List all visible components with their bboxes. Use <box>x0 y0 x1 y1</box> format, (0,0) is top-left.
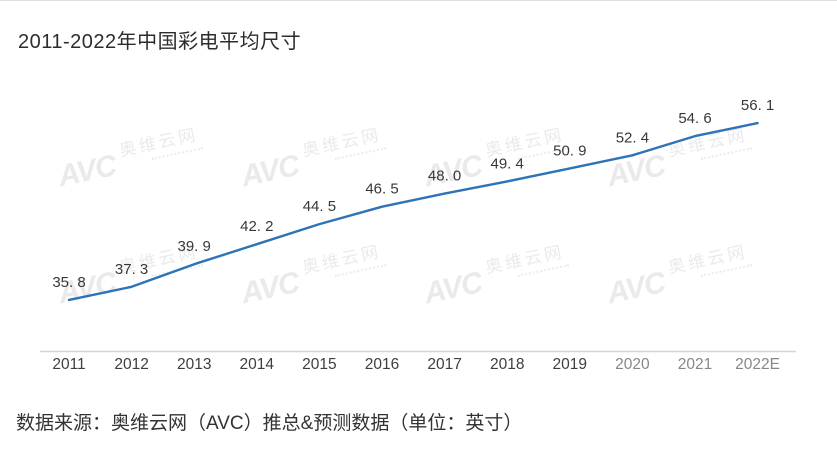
x-tick-label: 2012 <box>114 356 148 373</box>
data-point-label: 44. 5 <box>303 198 336 215</box>
data-point-label: 37. 3 <box>115 261 148 278</box>
data-source-note: 数据来源：奥维云网（AVC）推总&预测数据（单位：英寸） <box>16 413 523 434</box>
x-tick-label: 2013 <box>177 356 211 373</box>
x-tick-label: 2022E <box>735 356 780 373</box>
data-point-label: 54. 6 <box>678 110 711 127</box>
x-tick-label: 2014 <box>240 356 275 373</box>
x-tick-label: 2015 <box>302 356 336 373</box>
x-tick-label: 2021 <box>678 356 712 373</box>
x-tick-label: 2018 <box>490 356 524 373</box>
x-tick-label: 2016 <box>365 356 399 373</box>
x-tick-label: 2011 <box>52 356 85 373</box>
data-point-label: 46. 5 <box>365 181 398 198</box>
data-point-label: 39. 9 <box>178 238 211 255</box>
x-tick-label: 2019 <box>553 356 587 373</box>
data-point-label: 56. 1 <box>741 97 774 114</box>
data-point-label: 52. 4 <box>616 129 649 146</box>
data-point-label: 48. 0 <box>428 168 461 185</box>
x-tick-label: 2017 <box>427 356 461 373</box>
data-point-label: 42. 2 <box>240 218 273 235</box>
trend-line <box>67 121 759 302</box>
data-point-label: 50. 9 <box>553 142 586 159</box>
chart-title: 2011-2022年中国彩电平均尺寸 <box>18 31 302 54</box>
x-tick-label: 2020 <box>615 356 650 373</box>
data-point-label: 49. 4 <box>491 155 524 172</box>
data-point-label: 35. 8 <box>52 274 85 291</box>
